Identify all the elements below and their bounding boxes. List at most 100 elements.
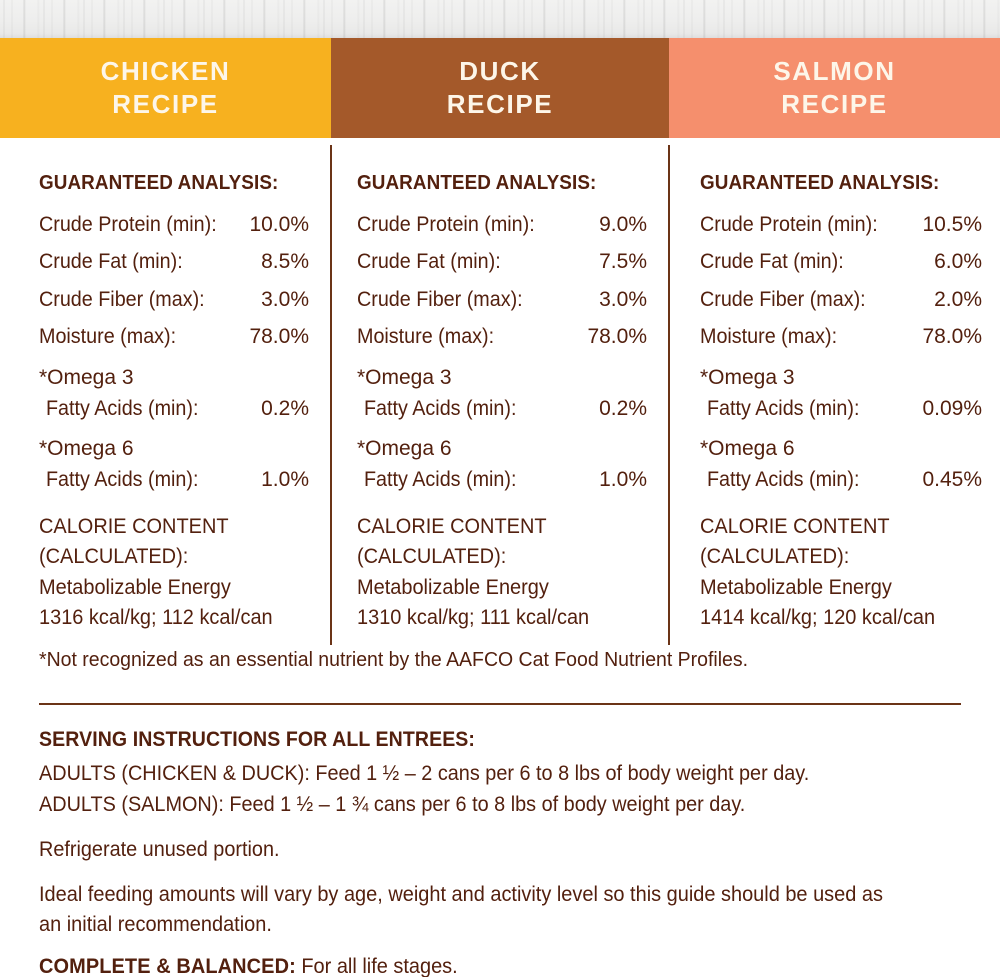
serving-instructions-section: SERVING INSTRUCTIONS FOR ALL ENTREES: AD… <box>39 728 969 977</box>
table-row: Crude Fat (min): 8.5% <box>39 243 309 280</box>
complete-and-balanced-value: For all life stages. <box>301 955 458 977</box>
value-omega3-duck: 0.2% <box>599 396 647 420</box>
calorie-title-line1-chicken: CALORIE CONTENT <box>39 514 229 538</box>
table-row: Moisture (max): 78.0% <box>357 318 647 355</box>
label-crude-fat-chicken: Crude Fat (min): <box>39 250 183 274</box>
value-crude-fat-salmon: 6.0% <box>934 250 982 274</box>
analysis-column-chicken: GUARANTEED ANALYSIS: Crude Protein (min)… <box>0 138 331 633</box>
calorie-title-line1-salmon: CALORIE CONTENT <box>700 514 890 538</box>
table-row: Crude Fiber (max): 3.0% <box>357 281 647 318</box>
omega6-row-salmon: Fatty Acids (min): 0.45% <box>700 464 982 496</box>
label-crude-protein-salmon: Crude Protein (min): <box>700 213 878 236</box>
value-crude-protein-chicken: 10.0% <box>249 213 309 236</box>
value-omega3-chicken: 0.2% <box>261 396 309 420</box>
label-fatty-acids-omega6-duck: Fatty Acids (min): <box>364 468 517 492</box>
value-crude-fat-chicken: 8.5% <box>261 250 309 274</box>
label-omega6-chicken: *Omega 6 <box>39 437 134 461</box>
label-fatty-acids-omega3-chicken: Fatty Acids (min): <box>46 396 199 420</box>
calorie-value-salmon: 1414 kcal/kg; 120 kcal/can <box>700 605 936 629</box>
value-moisture-salmon: 78.0% <box>922 325 982 349</box>
omega6-row-chicken: Fatty Acids (min): 1.0% <box>39 464 309 496</box>
value-moisture-duck: 78.0% <box>587 325 647 349</box>
guaranteed-analysis-title-salmon: GUARANTEED ANALYSIS: <box>700 171 940 194</box>
table-row: Crude Fiber (max): 3.0% <box>39 281 309 318</box>
column-divider-chicken-duck <box>330 145 332 645</box>
value-crude-fiber-chicken: 3.0% <box>261 287 309 311</box>
omega-block-duck: *Omega 3 Fatty Acids (min): 0.2% *Omega … <box>357 362 647 496</box>
omega-block-salmon: *Omega 3 Fatty Acids (min): 0.09% *Omega… <box>700 362 982 496</box>
calorie-title-line2-chicken: (CALCULATED): <box>39 545 189 569</box>
wood-texture-band <box>0 0 1000 38</box>
analysis-column-duck: GUARANTEED ANALYSIS: Crude Protein (min)… <box>331 138 669 633</box>
table-row: Moisture (max): 78.0% <box>700 318 982 355</box>
calorie-me-label-salmon: Metabolizable Energy <box>700 575 892 599</box>
label-moisture-salmon: Moisture (max): <box>700 325 838 349</box>
recipe-header-row: CHICKEN RECIPE DUCK RECIPE SALMON RECIPE <box>0 38 1000 138</box>
table-row: Crude Fiber (max): 2.0% <box>700 281 982 318</box>
table-row: Crude Fat (min): 6.0% <box>700 243 982 280</box>
label-crude-fiber-duck: Crude Fiber (max): <box>357 287 523 311</box>
label-omega6-salmon: *Omega 6 <box>700 437 795 461</box>
label-fatty-acids-omega3-salmon: Fatty Acids (min): <box>707 396 860 420</box>
table-row: Crude Protein (min): 10.5% <box>700 206 982 243</box>
table-row: Crude Protein (min): 9.0% <box>357 206 647 243</box>
label-omega3-chicken: *Omega 3 <box>39 365 134 389</box>
analysis-columns: GUARANTEED ANALYSIS: Crude Protein (min)… <box>0 138 1000 633</box>
label-crude-fat-salmon: Crude Fat (min): <box>700 250 844 274</box>
value-crude-protein-duck: 9.0% <box>599 213 647 236</box>
label-fatty-acids-omega6-chicken: Fatty Acids (min): <box>46 468 199 492</box>
omega3-row-duck: Fatty Acids (min): 0.2% <box>357 393 647 425</box>
recipe-header-salmon-line2: RECIPE <box>781 89 888 119</box>
serving-line-adults-salmon: ADULTS (SALMON): Feed 1 ½ – 1 ¾ cans per… <box>39 792 746 816</box>
value-omega6-chicken: 1.0% <box>261 468 309 492</box>
table-row: Crude Fat (min): 7.5% <box>357 243 647 280</box>
serving-line-refrigerate: Refrigerate unused portion. <box>39 837 280 861</box>
recipe-header-chicken-line2: RECIPE <box>112 89 219 119</box>
column-divider-duck-salmon <box>668 145 670 645</box>
section-divider <box>39 703 961 705</box>
label-crude-fat-duck: Crude Fat (min): <box>357 250 501 274</box>
label-omega6-duck: *Omega 6 <box>357 437 452 461</box>
value-omega6-salmon: 0.45% <box>922 468 982 492</box>
omega3-row-chicken: Fatty Acids (min): 0.2% <box>39 393 309 425</box>
value-omega6-duck: 1.0% <box>599 468 647 492</box>
label-crude-fiber-chicken: Crude Fiber (max): <box>39 287 205 311</box>
recipe-header-salmon: SALMON RECIPE <box>669 38 1000 138</box>
table-row: Crude Protein (min): 10.0% <box>39 206 309 243</box>
calorie-title-line2-duck: (CALCULATED): <box>357 545 507 569</box>
aafco-footnote: *Not recognized as an essential nutrient… <box>39 648 749 671</box>
label-fatty-acids-omega6-salmon: Fatty Acids (min): <box>707 468 860 492</box>
label-moisture-chicken: Moisture (max): <box>39 325 177 349</box>
omega6-row-duck: Fatty Acids (min): 1.0% <box>357 464 647 496</box>
recipe-header-duck-line1: DUCK <box>459 55 541 86</box>
recipe-header-chicken-line1: CHICKEN <box>100 55 231 86</box>
calorie-value-duck: 1310 kcal/kg; 111 kcal/can <box>357 605 590 629</box>
value-crude-fiber-duck: 3.0% <box>599 287 647 311</box>
calorie-me-label-duck: Metabolizable Energy <box>357 575 549 599</box>
calorie-block-duck: CALORIE CONTENT (CALCULATED): Metaboliza… <box>357 512 647 634</box>
recipe-header-duck-line2: RECIPE <box>446 89 554 119</box>
calorie-block-chicken: CALORIE CONTENT (CALCULATED): Metaboliza… <box>39 512 309 634</box>
analysis-table-salmon: Crude Protein (min): 10.5% Crude Fat (mi… <box>700 206 982 356</box>
value-moisture-chicken: 78.0% <box>249 325 309 349</box>
table-row: Moisture (max): 78.0% <box>39 318 309 355</box>
label-omega3-duck: *Omega 3 <box>357 365 452 389</box>
value-crude-protein-salmon: 10.5% <box>922 213 982 236</box>
analysis-table-duck: Crude Protein (min): 9.0% Crude Fat (min… <box>357 206 647 356</box>
complete-and-balanced-label: COMPLETE & BALANCED: <box>39 955 296 977</box>
recipe-header-chicken: CHICKEN RECIPE <box>0 38 331 138</box>
analysis-table-chicken: Crude Protein (min): 10.0% Crude Fat (mi… <box>39 206 309 356</box>
label-crude-fiber-salmon: Crude Fiber (max): <box>700 287 866 311</box>
omega-block-chicken: *Omega 3 Fatty Acids (min): 0.2% *Omega … <box>39 362 309 496</box>
calorie-value-chicken: 1316 kcal/kg; 112 kcal/can <box>39 605 273 629</box>
label-crude-protein-chicken: Crude Protein (min): <box>39 213 217 236</box>
calorie-title-line1-duck: CALORIE CONTENT <box>357 514 547 538</box>
label-crude-protein-duck: Crude Protein (min): <box>357 213 535 236</box>
value-omega3-salmon: 0.09% <box>922 396 982 420</box>
label-omega3-salmon: *Omega 3 <box>700 365 795 389</box>
value-crude-fat-duck: 7.5% <box>599 250 647 274</box>
complete-and-balanced-line: COMPLETE & BALANCED: For all life stages… <box>39 955 923 977</box>
analysis-column-salmon: GUARANTEED ANALYSIS: Crude Protein (min)… <box>669 138 1000 633</box>
serving-line-adults-chicken-duck: ADULTS (CHICKEN & DUCK): Feed 1 ½ – 2 ca… <box>39 762 810 785</box>
value-crude-fiber-salmon: 2.0% <box>934 287 982 311</box>
